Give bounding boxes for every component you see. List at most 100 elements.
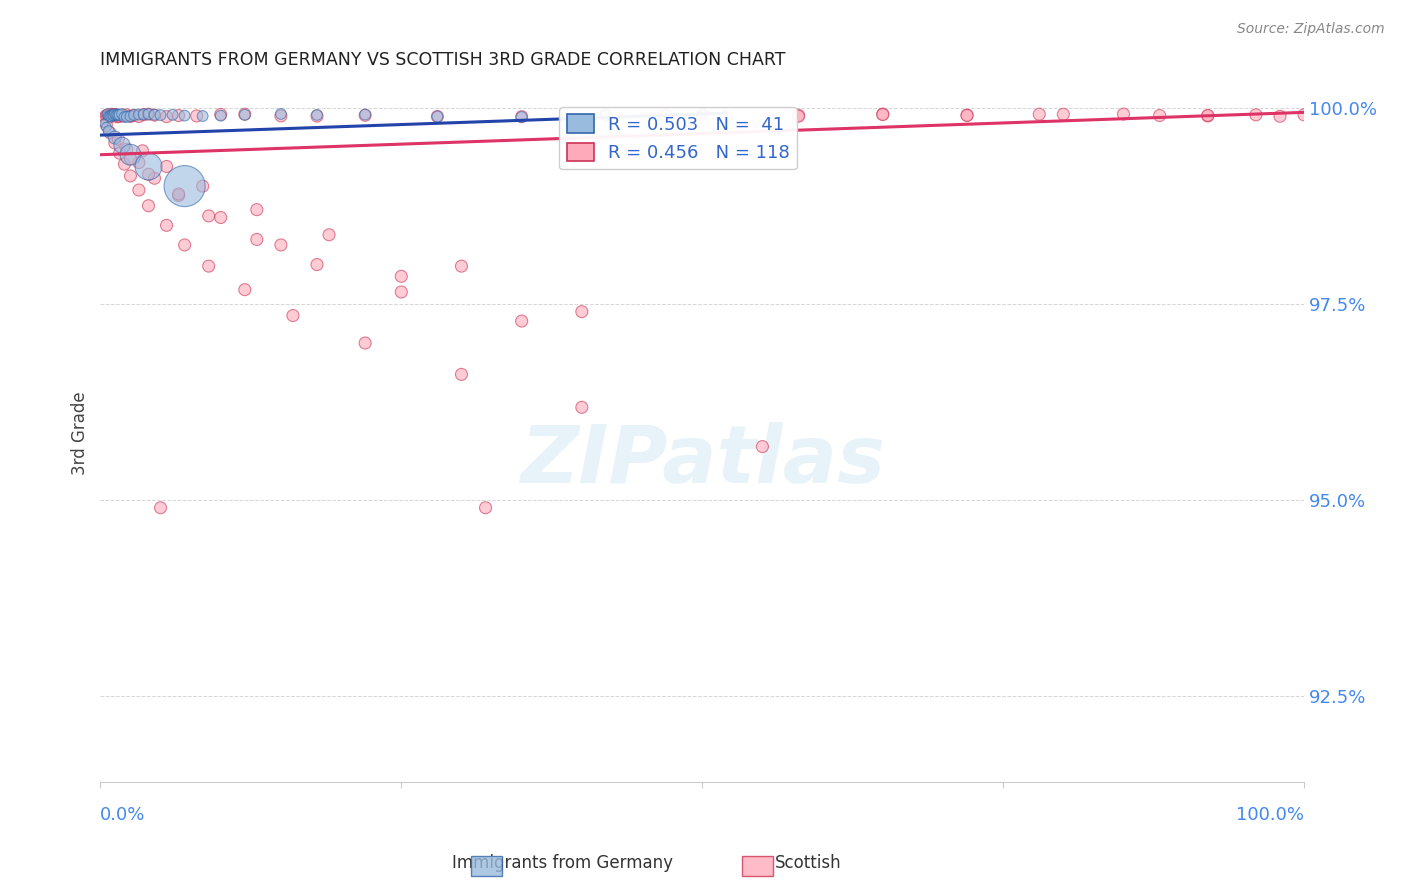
- Point: [246, 232, 269, 246]
- Point: [655, 108, 678, 122]
- Point: [115, 142, 138, 156]
- Point: [510, 110, 533, 124]
- Point: [197, 259, 219, 273]
- Point: [138, 107, 160, 121]
- Point: [105, 108, 128, 122]
- Point: [318, 227, 340, 242]
- Point: [246, 202, 269, 217]
- Point: [389, 269, 412, 284]
- Point: [111, 107, 134, 121]
- Point: [97, 107, 120, 121]
- Point: [1028, 107, 1050, 121]
- Point: [209, 109, 232, 123]
- Point: [104, 107, 127, 121]
- Text: Source: ZipAtlas.com: Source: ZipAtlas.com: [1237, 22, 1385, 37]
- Point: [173, 109, 195, 123]
- Point: [787, 108, 810, 122]
- Point: [149, 500, 172, 515]
- Point: [115, 108, 138, 122]
- Point: [872, 107, 894, 121]
- Point: [132, 107, 155, 121]
- Point: [1244, 108, 1267, 122]
- Point: [162, 108, 184, 122]
- Point: [103, 107, 125, 121]
- Point: [115, 110, 138, 124]
- Point: [270, 107, 292, 121]
- Point: [128, 183, 150, 197]
- Point: [956, 108, 979, 122]
- Point: [595, 107, 617, 121]
- Point: [122, 108, 145, 122]
- Point: [233, 107, 256, 121]
- Point: [186, 109, 208, 123]
- Point: [122, 108, 145, 122]
- Point: [1294, 108, 1316, 122]
- Point: [426, 110, 449, 124]
- Point: [120, 169, 142, 183]
- Point: [209, 211, 232, 225]
- Point: [138, 107, 160, 121]
- Point: [787, 109, 810, 123]
- Point: [233, 283, 256, 297]
- Point: [98, 126, 121, 140]
- Point: [100, 110, 122, 124]
- Point: [1112, 107, 1135, 121]
- Point: [354, 336, 377, 351]
- Point: [96, 120, 118, 135]
- Point: [474, 500, 496, 515]
- Point: [354, 107, 377, 121]
- Point: [98, 110, 121, 124]
- Point: [108, 146, 131, 161]
- Point: [97, 124, 120, 138]
- Point: [101, 108, 124, 122]
- Point: [112, 109, 135, 123]
- Point: [100, 107, 122, 121]
- Point: [233, 108, 256, 122]
- Point: [510, 314, 533, 328]
- Point: [872, 107, 894, 121]
- Point: [510, 110, 533, 124]
- Point: [751, 440, 773, 454]
- Point: [571, 401, 593, 415]
- Point: [155, 219, 177, 233]
- Point: [105, 110, 128, 124]
- Point: [270, 238, 292, 252]
- Point: [191, 109, 214, 123]
- Point: [107, 108, 129, 122]
- Point: [138, 199, 160, 213]
- Point: [111, 138, 134, 153]
- Point: [173, 238, 195, 252]
- Point: [132, 108, 155, 122]
- Point: [1149, 109, 1171, 123]
- Point: [197, 209, 219, 223]
- Point: [96, 109, 118, 123]
- Point: [167, 186, 190, 201]
- Point: [690, 107, 713, 121]
- Point: [305, 108, 328, 122]
- Text: 0.0%: 0.0%: [100, 805, 146, 824]
- Point: [111, 109, 134, 123]
- Point: [104, 130, 127, 145]
- Point: [426, 110, 449, 124]
- Point: [131, 144, 153, 158]
- Legend: R = 0.503   N =  41, R = 0.456   N = 118: R = 0.503 N = 41, R = 0.456 N = 118: [560, 107, 797, 169]
- Point: [94, 110, 117, 124]
- Point: [97, 109, 120, 123]
- Point: [120, 109, 142, 123]
- Point: [120, 147, 142, 161]
- Text: 100.0%: 100.0%: [1236, 805, 1305, 824]
- Point: [143, 108, 166, 122]
- Point: [138, 160, 160, 174]
- Point: [690, 107, 713, 121]
- Point: [450, 368, 472, 382]
- Point: [112, 157, 135, 171]
- Point: [305, 258, 328, 272]
- Point: [149, 108, 172, 122]
- Point: [120, 152, 142, 166]
- Point: [128, 110, 150, 124]
- Point: [105, 107, 128, 121]
- Point: [571, 304, 593, 318]
- Point: [105, 108, 128, 122]
- Point: [104, 136, 127, 150]
- Point: [112, 110, 135, 124]
